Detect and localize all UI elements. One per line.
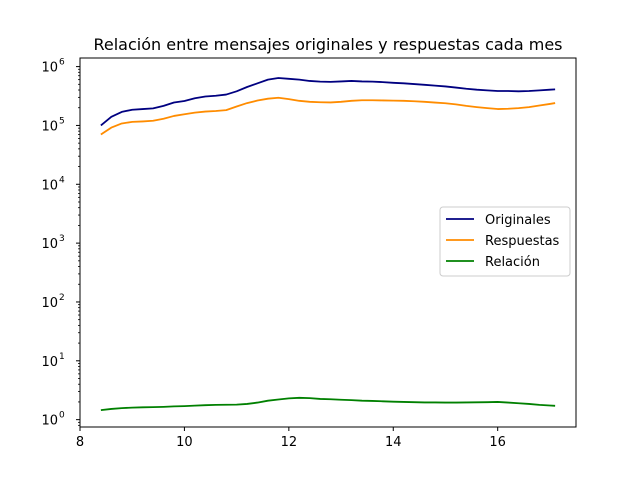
- legend-label: Respuestas: [485, 234, 560, 249]
- chart-title: Relación entre mensajes originales y res…: [93, 35, 562, 54]
- x-tick-label: 10: [176, 435, 193, 450]
- y-tick-label: 10: [41, 119, 58, 134]
- y-tick-label: 10: [41, 61, 58, 76]
- y-tick-label: 10: [41, 296, 58, 311]
- legend-label: Originales: [485, 213, 551, 228]
- legend-box: [439, 206, 571, 277]
- y-tick-exponent: 5: [59, 116, 65, 126]
- y-tick-label: 10: [41, 178, 58, 193]
- x-tick-label: 8: [76, 435, 84, 450]
- y-tick-label: 10: [41, 414, 58, 429]
- y-tick-exponent: 3: [59, 234, 65, 244]
- series-lines: [100, 77, 556, 412]
- y-tick-exponent: 2: [59, 293, 65, 303]
- y-tick-exponent: 6: [59, 58, 65, 68]
- x-tick-label: 14: [385, 435, 402, 450]
- y-tick-label: 10: [41, 355, 58, 370]
- y-tick-exponent: 1: [59, 352, 65, 362]
- x-axis: 8 10 12 14 16: [76, 427, 506, 450]
- y-tick-label: 10: [41, 237, 58, 252]
- series-line-respuestas: [100, 96, 556, 136]
- series-line-relacion: [100, 396, 556, 412]
- legend: Originales Respuestas Relación: [439, 206, 571, 277]
- plot-area-frame: [79, 57, 577, 428]
- y-tick-exponent: 0: [59, 411, 65, 421]
- y-tick-exponent: 4: [59, 175, 65, 185]
- x-tick-label: 12: [281, 435, 298, 450]
- legend-label: Relación: [485, 255, 540, 270]
- x-tick-label: 16: [489, 435, 506, 450]
- series-line-originales: [100, 77, 556, 127]
